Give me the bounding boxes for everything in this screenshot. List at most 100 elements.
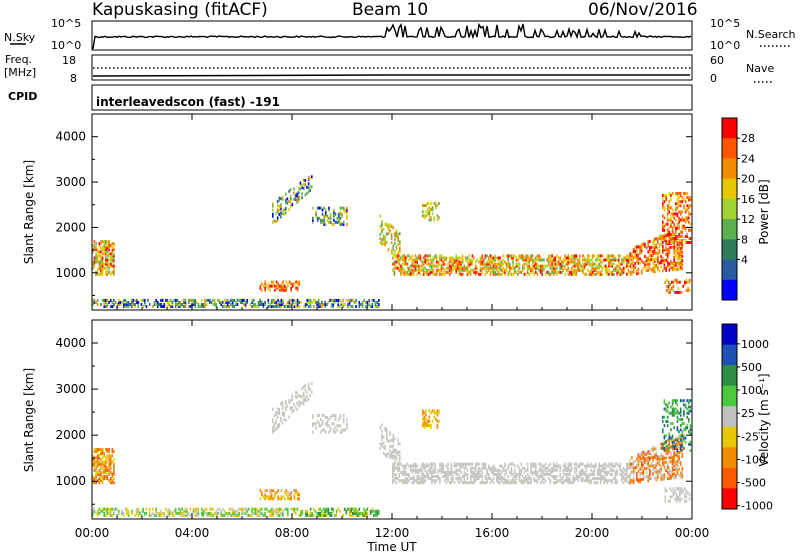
echo-cell	[634, 253, 636, 257]
echo-cell	[108, 448, 110, 452]
echo-cell	[330, 305, 333, 308]
echo-cell	[668, 242, 671, 245]
echo-cell	[434, 264, 436, 268]
echo-cell	[103, 470, 105, 474]
echo-cell	[301, 387, 303, 390]
echo-cell	[293, 197, 295, 201]
echo-cell	[502, 270, 505, 274]
echo-cell	[315, 214, 317, 218]
echo-cell	[333, 208, 335, 212]
echo-cell	[683, 226, 685, 230]
echo-cell	[671, 413, 674, 417]
echo-cell	[685, 495, 688, 499]
echo-cell	[262, 305, 265, 308]
echo-cell	[613, 468, 615, 472]
echo-cell	[671, 460, 674, 463]
echo-cell	[298, 282, 301, 286]
echo-cell	[399, 450, 401, 454]
echo-cell	[447, 475, 449, 478]
echo-cell	[398, 266, 401, 270]
echo-cell	[500, 477, 503, 481]
echo-cell	[517, 262, 519, 266]
echo-cell	[322, 513, 325, 517]
echo-cell	[642, 469, 645, 473]
echo-cell	[650, 268, 653, 272]
echo-cell	[526, 468, 529, 472]
echo-cell	[587, 260, 589, 264]
echo-cell	[458, 475, 461, 478]
echo-cell	[283, 305, 286, 308]
echo-cell	[309, 303, 312, 306]
echo-cell	[604, 258, 607, 262]
echo-cell	[322, 507, 325, 511]
echo-cell	[270, 509, 273, 513]
echo-cell	[676, 202, 679, 206]
echo-cell	[645, 256, 648, 260]
echo-cell	[544, 468, 547, 472]
echo-cell	[341, 212, 343, 216]
echo-cell	[668, 237, 671, 240]
echo-cell	[460, 256, 462, 260]
echo-cell	[92, 260, 94, 264]
echo-cell	[673, 446, 675, 450]
echo-cell	[101, 481, 104, 485]
echo-cell	[96, 272, 99, 276]
echo-cell	[564, 472, 566, 476]
echo-cell	[600, 472, 602, 476]
echo-cell	[509, 470, 511, 474]
echo-cell	[650, 454, 653, 457]
echo-cell	[416, 258, 418, 262]
echo-cell	[626, 262, 628, 266]
echo-cell	[632, 480, 635, 484]
echo-cell	[320, 218, 322, 222]
echo-cell	[666, 228, 669, 232]
echo-cell	[298, 197, 300, 201]
echo-cell	[561, 270, 563, 274]
echo-cell	[439, 468, 441, 472]
echo-cell	[184, 513, 187, 517]
echo-cell	[393, 262, 396, 266]
echo-cell	[296, 497, 299, 501]
echo-cell	[457, 258, 459, 262]
echo-cell	[670, 436, 672, 440]
echo-cell	[291, 203, 294, 207]
echo-cell	[330, 298, 333, 302]
echo-cell	[93, 458, 96, 462]
echo-cell	[483, 266, 485, 270]
echo-cell	[106, 507, 109, 511]
echo-cell	[600, 481, 602, 485]
echo-cell	[106, 511, 109, 515]
echo-cell	[394, 437, 396, 441]
echo-cell	[426, 470, 428, 474]
echo-cell	[316, 300, 318, 304]
echo-cell	[336, 220, 338, 224]
echo-cell	[109, 511, 112, 515]
echo-cell	[665, 234, 667, 238]
echo-cell	[158, 303, 161, 306]
echo-cell	[570, 270, 573, 274]
echo-cell	[455, 264, 457, 268]
echo-cell	[265, 507, 268, 511]
echo-cell	[675, 436, 677, 440]
echo-cell	[100, 258, 102, 262]
echo-cell	[290, 495, 292, 499]
echo-cell	[196, 509, 198, 513]
echo-cell	[510, 472, 513, 476]
echo-cell	[678, 251, 680, 255]
echo-cell	[587, 462, 589, 466]
echo-cell	[629, 264, 632, 268]
echo-cell	[186, 513, 188, 517]
echo-cell	[679, 471, 682, 475]
echo-cell	[636, 270, 638, 273]
echo-cell	[111, 454, 114, 458]
echo-cell	[546, 470, 548, 474]
echo-cell	[352, 305, 354, 308]
echo-cell	[522, 475, 524, 478]
echo-cell	[267, 282, 270, 286]
echo-cell	[100, 242, 102, 246]
echo-cell	[574, 477, 576, 481]
echo-cell	[365, 509, 367, 513]
echo-cell	[259, 284, 262, 288]
echo-cell	[126, 507, 128, 511]
echo-cell	[689, 241, 692, 244]
